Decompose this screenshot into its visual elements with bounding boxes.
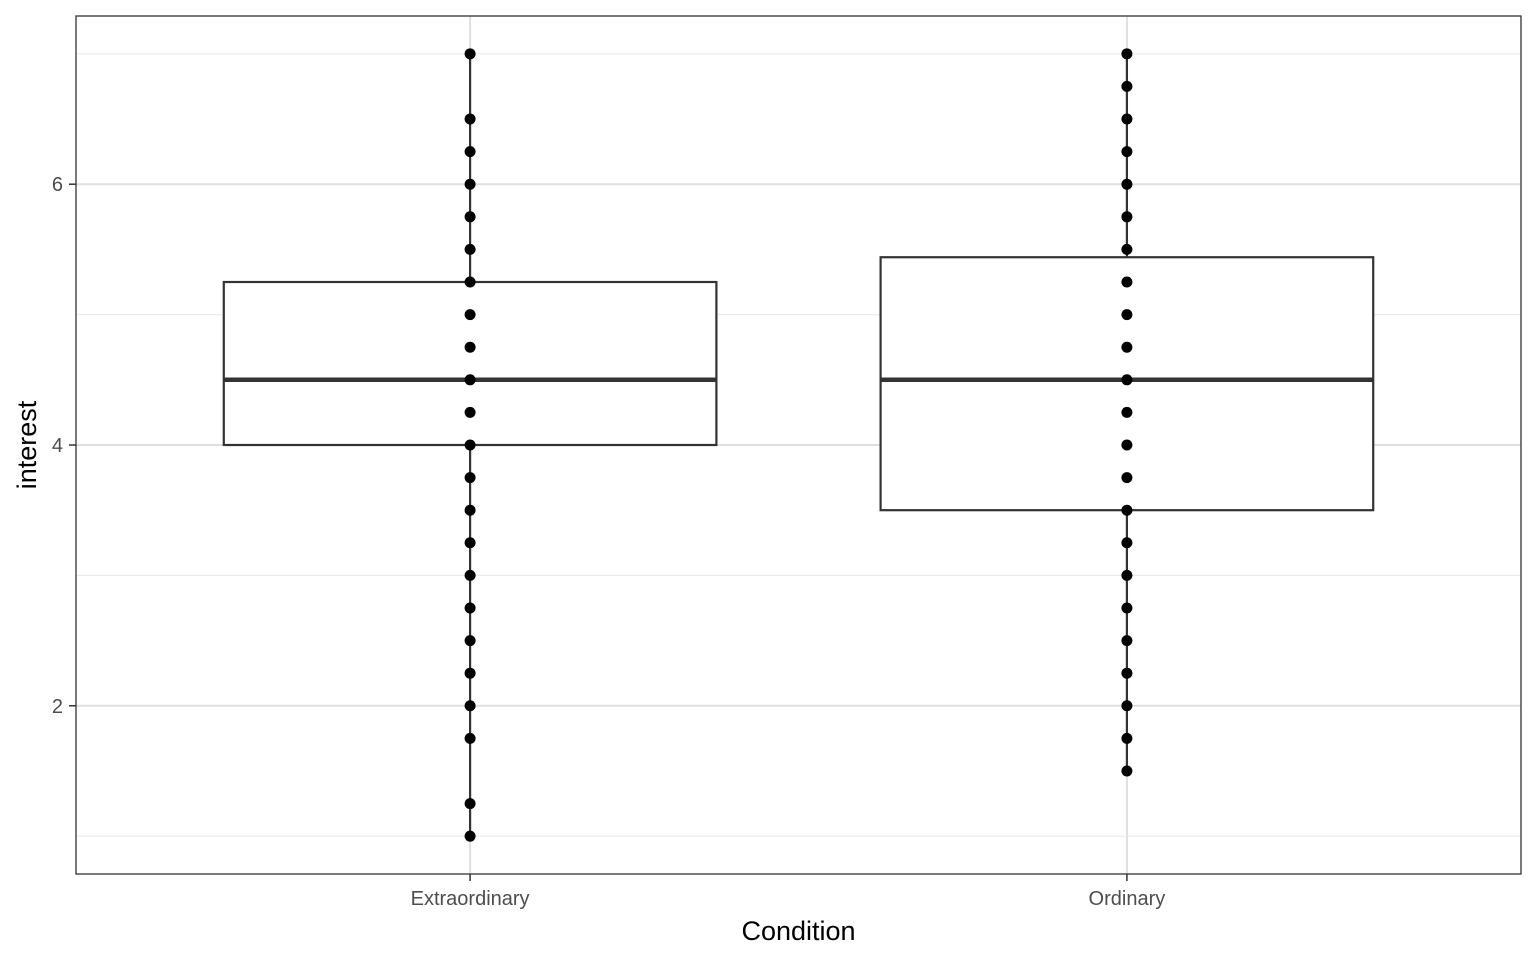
data-point: [1121, 309, 1133, 321]
data-point: [1121, 48, 1133, 60]
data-point: [1121, 504, 1133, 516]
data-point: [1121, 537, 1133, 549]
data-point: [1121, 178, 1133, 190]
data-point: [464, 243, 476, 255]
data-point: [464, 48, 476, 60]
x-tick-label: Extraordinary: [411, 888, 530, 910]
data-point: [1121, 700, 1133, 712]
data-point: [464, 635, 476, 647]
data-point: [1121, 635, 1133, 647]
y-tick-label: 6: [52, 174, 63, 196]
data-point: [464, 537, 476, 549]
data-point: [464, 700, 476, 712]
data-point: [1121, 667, 1133, 679]
y-tick-label: 4: [52, 435, 63, 457]
data-point: [464, 830, 476, 842]
data-point: [1121, 113, 1133, 125]
y-axis-title: interest: [12, 400, 42, 489]
data-point: [1121, 374, 1133, 386]
data-point: [464, 276, 476, 288]
data-point: [1121, 341, 1133, 353]
data-point: [1121, 243, 1133, 255]
data-point: [464, 309, 476, 321]
data-point: [1121, 602, 1133, 614]
data-point: [464, 569, 476, 581]
data-point: [464, 667, 476, 679]
data-point: [464, 146, 476, 158]
data-point: [464, 406, 476, 418]
point-layer: [464, 48, 1133, 842]
data-point: [1121, 406, 1133, 418]
data-point: [1121, 765, 1133, 777]
data-point: [1121, 569, 1133, 581]
data-point: [1121, 472, 1133, 484]
data-point: [464, 504, 476, 516]
data-point: [464, 113, 476, 125]
data-point: [464, 798, 476, 810]
data-point: [464, 211, 476, 223]
data-point: [464, 374, 476, 386]
data-point: [464, 178, 476, 190]
data-point: [1121, 276, 1133, 288]
data-point: [1121, 732, 1133, 744]
data-point: [464, 439, 476, 451]
data-point: [464, 732, 476, 744]
data-point: [1121, 211, 1133, 223]
y-tick-label: 2: [52, 696, 63, 718]
data-point: [464, 341, 476, 353]
data-point: [1121, 146, 1133, 158]
data-point: [1121, 439, 1133, 451]
x-tick-label: Ordinary: [1089, 888, 1166, 910]
box-iqr: [222, 280, 718, 447]
axis-layer: 2 4 6 Extraordinary Ordinary Condition interes…: [12, 174, 1165, 946]
data-point: [464, 472, 476, 484]
data-point: [1121, 80, 1133, 92]
x-axis-title: Condition: [741, 916, 855, 946]
data-point: [464, 602, 476, 614]
